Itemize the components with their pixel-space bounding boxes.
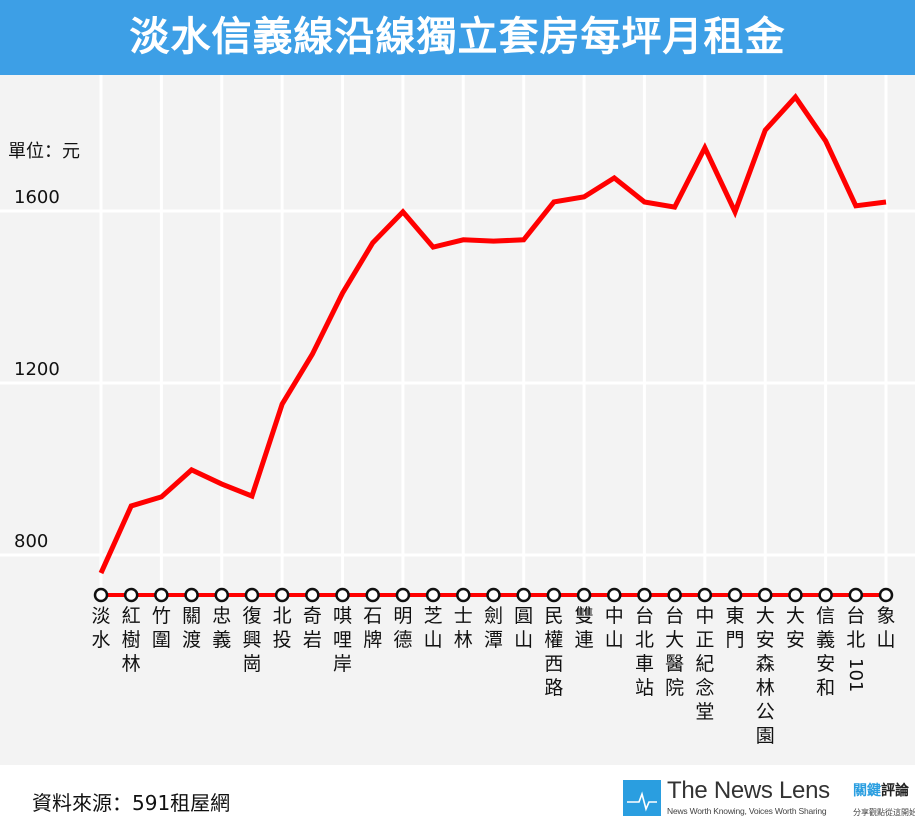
data-point [249, 493, 255, 499]
station-marker [697, 587, 713, 603]
station-marker [757, 587, 773, 603]
station-marker [516, 587, 531, 603]
logo-zh-tagline: 分享觀點從這開始 [853, 808, 915, 817]
station-marker [305, 587, 320, 603]
x-tick-label: 台大醫院 [665, 605, 684, 699]
data-point [189, 467, 195, 473]
data-point [430, 244, 436, 250]
station-marker [878, 587, 894, 603]
station-marker [365, 587, 380, 603]
data-point [98, 570, 104, 576]
x-tick-label: 竹圍 [152, 605, 171, 651]
plot-area: 800 1200 1600 單位：元淡水 紅樹林 竹圍 關渡 忠義 復興崗 北投 奇岩 唭哩岸 石牌 明德… [0, 75, 915, 765]
station-marker [335, 587, 350, 603]
data-point [702, 145, 708, 151]
data-point [309, 351, 315, 357]
x-tick-label: 芝山 [424, 605, 443, 651]
y-tick-label: 1200 [14, 359, 60, 380]
station-marker [154, 587, 169, 603]
data-point [551, 199, 557, 205]
data-point [611, 175, 617, 181]
data-point [762, 127, 768, 133]
x-tick-label: 奇岩 [303, 605, 322, 651]
station-marker [788, 587, 803, 603]
data-point [340, 290, 346, 296]
x-tick-label: 台北車站 [635, 605, 654, 699]
y-axis-label: 單位：元 [8, 141, 80, 162]
x-tick-label: 石牌 [363, 605, 382, 651]
x-tick-label: 象山 [876, 605, 895, 651]
logo-main-text: The News Lens [667, 777, 830, 804]
chart-title: 淡水信義線沿線獨立套房每坪月租金 [0, 0, 915, 75]
station-marker [667, 587, 682, 603]
station-marker [546, 587, 562, 603]
x-tick-label: 復興崗 [242, 605, 261, 675]
x-tick-label: 大安 [786, 605, 805, 651]
data-point [672, 204, 678, 210]
x-tick-label: 劍潭 [484, 605, 503, 651]
data-point [219, 481, 225, 487]
data-point [158, 494, 164, 500]
data-point [400, 209, 406, 215]
data-point [581, 194, 587, 200]
x-tick-label: 明德 [393, 605, 412, 651]
logo-tagline: News Worth Knowing, Voices Worth Sharing [667, 806, 827, 816]
station-marker [848, 587, 864, 603]
logo-zh: 關鍵評論 [853, 780, 909, 800]
data-point [853, 203, 859, 209]
station-marker [576, 587, 592, 603]
data-point [460, 237, 466, 243]
y-tick-label: 1600 [14, 187, 60, 208]
data-point [883, 199, 889, 205]
x-tick-label: 東門 [726, 605, 745, 651]
the-news-lens-logo: The News Lens News Worth Knowing, Voices… [623, 777, 915, 824]
station-marker [184, 587, 199, 603]
station-marker [244, 587, 260, 603]
data-point [491, 238, 497, 244]
x-tick-label: 忠義 [212, 605, 231, 651]
x-tick-label: 圓山 [514, 605, 533, 651]
x-tick-label: 中山 [605, 605, 624, 651]
station-marker [274, 587, 290, 603]
x-tick-label: 大安森林公園 [756, 605, 775, 747]
logo-zh-black: 評論 [881, 783, 909, 799]
data-point [792, 94, 798, 100]
logo-zh-blue: 關鍵 [853, 783, 881, 799]
station-marker [93, 587, 109, 603]
x-tick-label: 紅樹林 [122, 605, 141, 675]
y-tick-label: 800 [14, 531, 48, 552]
pulse-icon [623, 780, 661, 816]
station-marker [456, 587, 471, 603]
x-tick-label: 中正紀念堂 [695, 605, 714, 723]
station-marker [607, 587, 622, 603]
data-source: 資料來源：591租屋網 [32, 791, 231, 815]
station-marker [637, 587, 652, 603]
station-marker [123, 587, 139, 603]
data-point [370, 240, 376, 246]
data-point [521, 237, 527, 243]
x-tick-label: 信義安和 [816, 605, 835, 699]
station-marker [818, 587, 833, 603]
x-tick-label: 淡水 [91, 605, 110, 651]
station-marker [214, 587, 230, 603]
x-tick-label: 關渡 [182, 605, 201, 651]
x-tick-label-number: 101 [845, 658, 866, 692]
data-point [641, 199, 647, 205]
data-point [823, 138, 829, 144]
x-tick-label: 北投 [273, 605, 292, 651]
series-line [98, 93, 887, 575]
x-tick-label: 台北 [846, 605, 865, 651]
x-tick-label: 唭哩岸 [333, 605, 352, 675]
x-tick-label: 雙連 [575, 605, 594, 651]
station-marker [486, 587, 501, 603]
data-point [128, 503, 134, 509]
x-tick-label: 士林 [454, 605, 473, 651]
station-marker [425, 587, 441, 603]
data-point [279, 401, 285, 407]
x-tick-label: 民權西路 [544, 605, 563, 699]
data-point [732, 209, 738, 215]
station-marker [727, 587, 743, 603]
station-marker [395, 587, 411, 603]
line-chart: 800 1200 1600 單位：元淡水紅樹林竹圍關渡忠義復興崗北投奇岩唭哩岸石牌明德… [0, 75, 915, 747]
